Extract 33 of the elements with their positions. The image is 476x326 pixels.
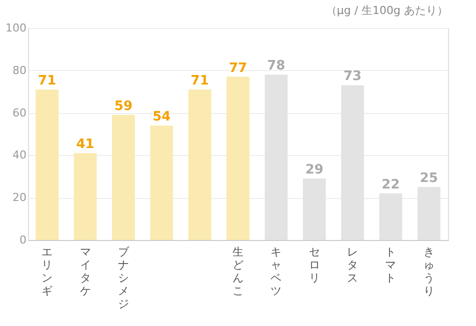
x-tick-label: マイタケ [80, 246, 91, 298]
x-tick-label: きゅうり [423, 246, 434, 298]
data-label: 54 [152, 110, 171, 125]
data-label: 71 [190, 73, 209, 88]
y-tick-label: 60 [12, 106, 26, 120]
x-tick-label: ブナシメジ [118, 246, 130, 310]
bar [188, 89, 212, 240]
data-label: 77 [228, 60, 248, 76]
data-label: 78 [267, 58, 286, 74]
y-tick-label: 20 [12, 191, 26, 204]
bar [150, 126, 174, 240]
y-tick-label: 80 [12, 64, 26, 77]
data-label: 73 [344, 69, 362, 84]
x-tick-label: キャベツ [270, 246, 282, 298]
bar [74, 153, 97, 240]
bar [112, 114, 135, 240]
x-tick-label: 生どんこ [232, 246, 244, 298]
text: （μg / 生100g あたり） [326, 4, 448, 17]
bar [36, 89, 59, 240]
bar [226, 76, 250, 240]
data-label: 71 [38, 73, 56, 88]
x-tick-label: レタス [347, 246, 358, 284]
y-tick-label: 40 [12, 148, 26, 162]
data-label: 29 [305, 162, 324, 178]
data-label: 25 [420, 171, 438, 186]
x-tick-label: トマト [385, 246, 396, 284]
y-tick-label: 0 [20, 234, 26, 246]
x-tick-label: セロリ [308, 246, 320, 284]
data-label: 41 [76, 137, 94, 152]
x-tick-label: エリンギ [42, 246, 53, 298]
y-tick-label: 100 [6, 22, 26, 34]
data-label: 59 [114, 98, 132, 114]
data-label: 22 [382, 177, 400, 192]
